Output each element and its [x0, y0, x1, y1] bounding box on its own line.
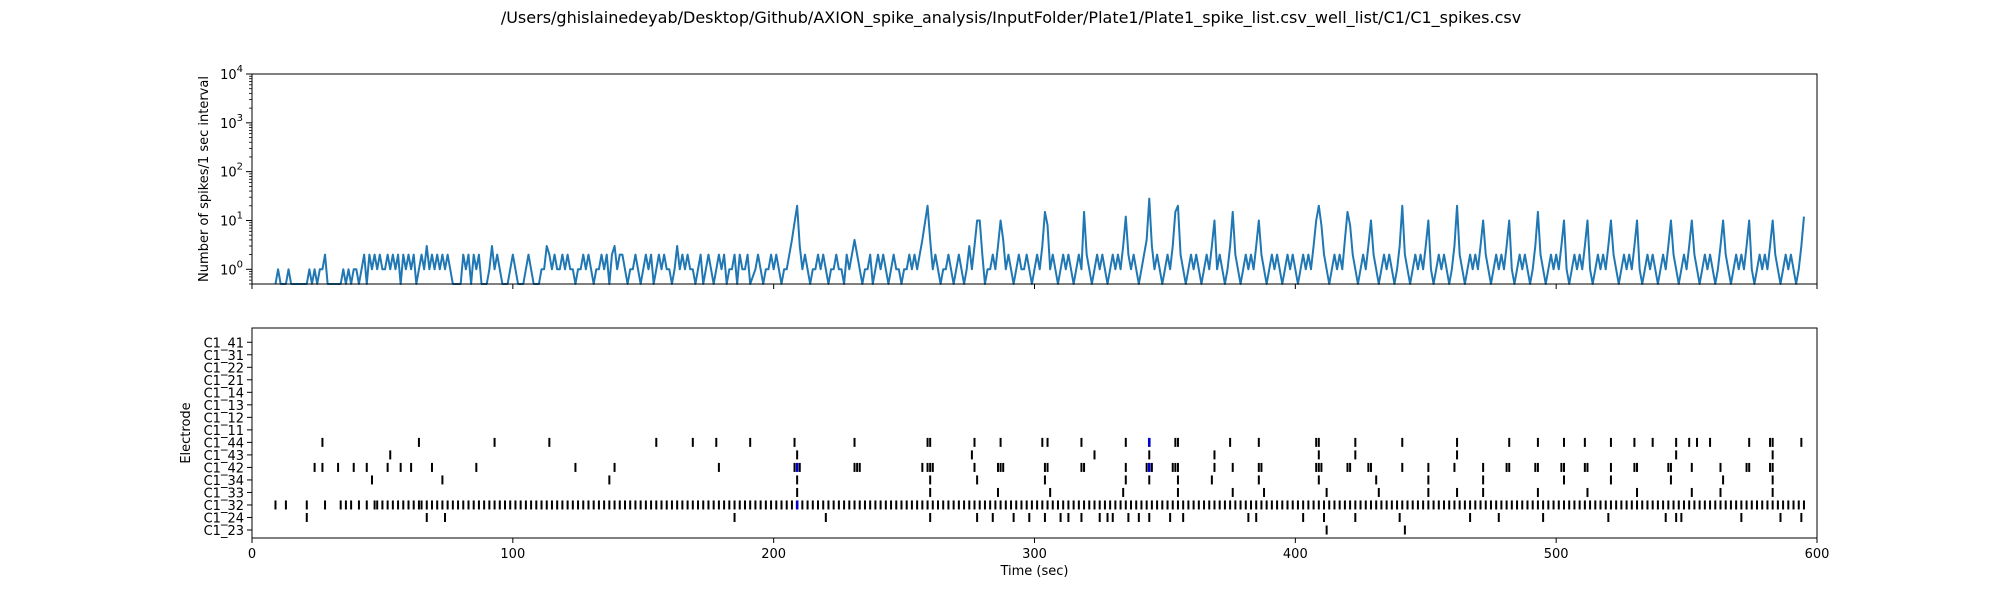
x-tick-label: 0: [248, 547, 256, 562]
electrode-label: C1_32: [204, 499, 244, 514]
y-tick-label: 102: [220, 162, 243, 181]
electrode-label: C1_21: [204, 374, 244, 389]
y-tick-label: 101: [220, 210, 243, 229]
electrode-label: C1_13: [204, 399, 244, 414]
spike-count-line: [274, 197, 1805, 285]
y-tick-exponent: 2: [237, 162, 243, 173]
electrode-label: C1_31: [204, 349, 244, 364]
electrode-label: C1_22: [204, 361, 244, 376]
y-tick-label: 100: [220, 259, 243, 278]
y-tick-exponent: 1: [237, 210, 243, 221]
x-tick-label: 500: [1544, 547, 1569, 562]
y-tick-base: 10: [220, 117, 237, 132]
electrode-label: C1_24: [204, 511, 244, 526]
x-axis-label: Time (sec): [999, 564, 1068, 579]
electrode-label: C1_41: [204, 336, 244, 351]
electrode-label: C1_14: [204, 386, 244, 401]
y-tick-base: 10: [220, 68, 237, 83]
y-tick-label: 104: [220, 64, 243, 83]
y-tick-exponent: 4: [237, 64, 243, 75]
x-tick-label: 400: [1283, 547, 1308, 562]
electrode-label: C1_44: [204, 436, 244, 451]
electrode-label: C1_34: [204, 474, 244, 489]
y-tick-base: 10: [220, 263, 237, 278]
x-tick-label: 100: [500, 547, 525, 562]
electrode-label: C1_12: [204, 411, 244, 426]
x-tick-label: 300: [1022, 547, 1047, 562]
figure-title: /Users/ghislainedeyab/Desktop/Github/AXI…: [501, 8, 1521, 28]
top-y-axis-label: Number of spikes/1 sec interval: [197, 76, 212, 282]
y-tick-exponent: 0: [237, 259, 243, 270]
y-tick-label: 103: [220, 113, 243, 132]
y-tick-exponent: 3: [237, 113, 243, 124]
electrode-label: C1_42: [204, 461, 244, 476]
electrode-label: C1_43: [204, 449, 244, 464]
x-tick-label: 600: [1805, 547, 1830, 562]
y-tick-base: 10: [220, 214, 237, 229]
raster-panel: C1_23C1_24C1_32C1_33C1_34C1_42C1_43C1_44…: [179, 327, 1830, 579]
electrode-label: C1_23: [204, 524, 244, 539]
x-tick-label: 200: [761, 547, 786, 562]
electrode-label: C1_33: [204, 486, 244, 501]
electrode-label: C1_11: [204, 424, 244, 439]
y-tick-base: 10: [220, 166, 237, 181]
bottom-y-axis-label: Electrode: [179, 402, 194, 463]
